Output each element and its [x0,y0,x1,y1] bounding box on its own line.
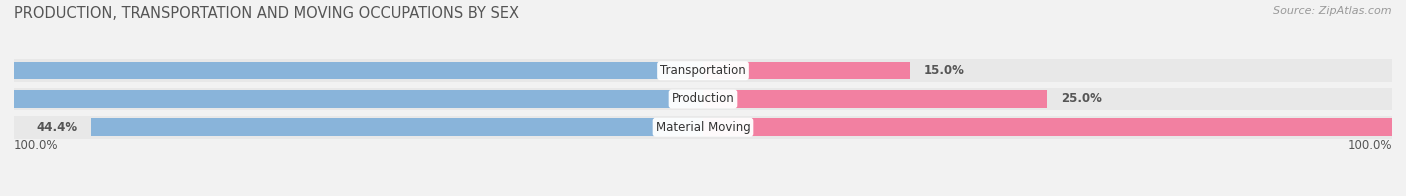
Text: Production: Production [672,93,734,105]
Text: 44.4%: 44.4% [37,121,77,134]
Text: 100.0%: 100.0% [1347,139,1392,152]
Text: 25.0%: 25.0% [1062,93,1102,105]
Text: Material Moving: Material Moving [655,121,751,134]
Text: 100.0%: 100.0% [14,139,59,152]
Text: Transportation: Transportation [661,64,745,77]
Bar [703,90,1047,108]
Bar [14,116,1392,139]
Text: PRODUCTION, TRANSPORTATION AND MOVING OCCUPATIONS BY SEX: PRODUCTION, TRANSPORTATION AND MOVING OC… [14,6,519,21]
Text: Source: ZipAtlas.com: Source: ZipAtlas.com [1274,6,1392,16]
Bar [91,118,703,136]
Bar [14,88,1392,110]
Bar [703,62,910,80]
Bar [14,59,1392,82]
Bar [0,62,703,80]
Bar [703,118,1406,136]
Text: 15.0%: 15.0% [924,64,965,77]
Bar [0,90,703,108]
